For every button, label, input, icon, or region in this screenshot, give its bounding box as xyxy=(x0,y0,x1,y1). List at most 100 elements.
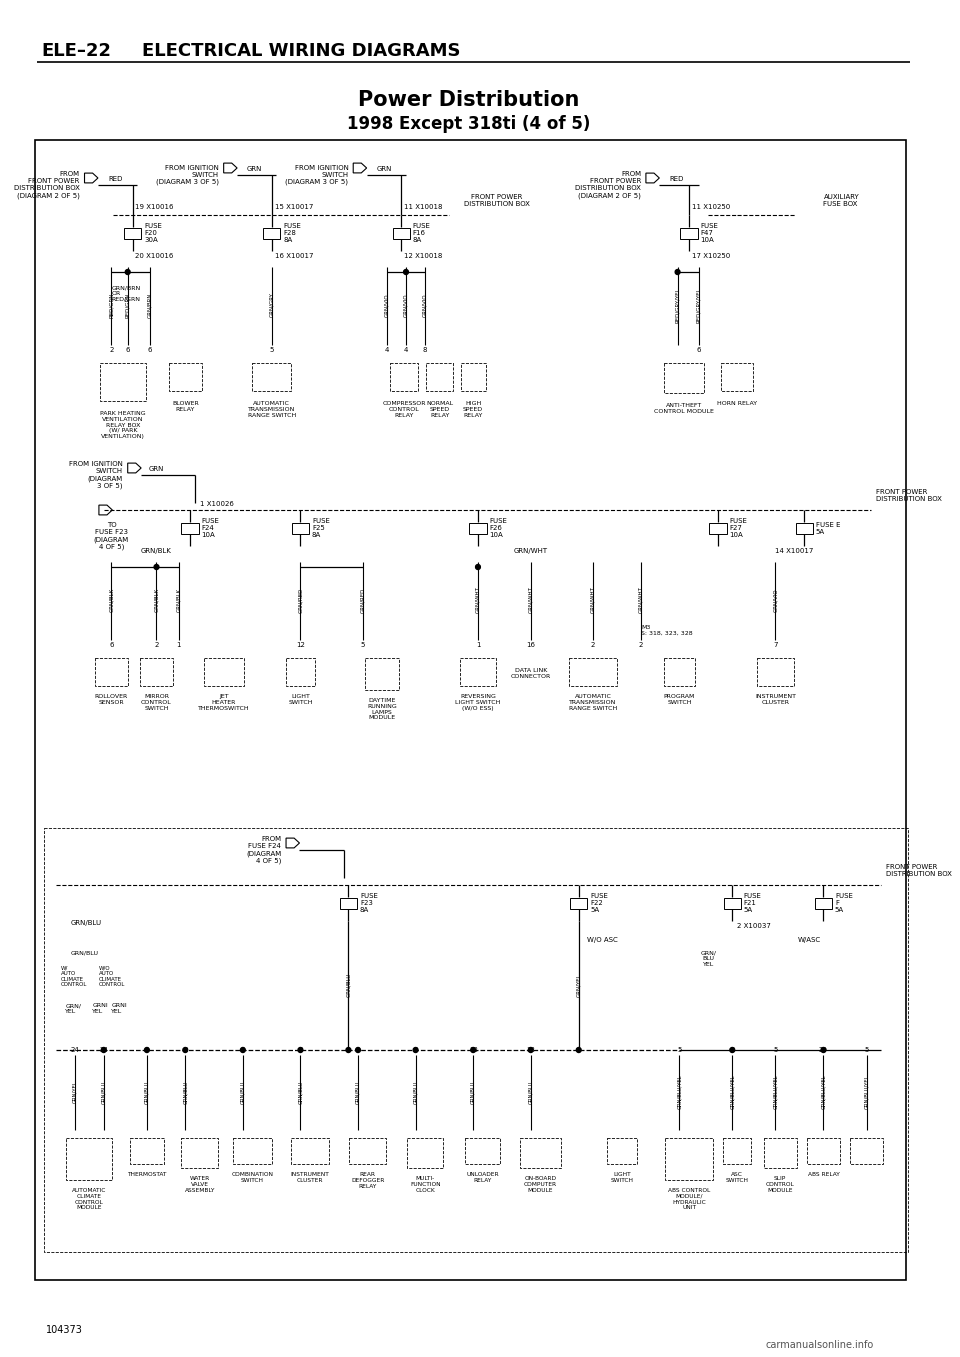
Text: JET
HEATER
THERMOSWITCH: JET HEATER THERMOSWITCH xyxy=(198,693,250,711)
Text: COMPRESSOR
CONTROL
RELAY: COMPRESSOR CONTROL RELAY xyxy=(382,402,426,418)
Text: GRN/BRN
OR
RED/GRN: GRN/BRN OR RED/GRN xyxy=(111,285,141,301)
Text: M3
S: 318, 323, 328: M3 S: 318, 323, 328 xyxy=(641,624,693,635)
Text: PROGRAM
SWITCH: PROGRAM SWITCH xyxy=(663,693,695,704)
Text: FUSE
F22
5A: FUSE F22 5A xyxy=(590,893,608,913)
Bar xyxy=(252,364,291,391)
Text: COMBINATION
SWITCH: COMBINATION SWITCH xyxy=(231,1172,274,1183)
Bar xyxy=(851,1139,883,1164)
Circle shape xyxy=(145,1048,150,1053)
Text: GRN/GRY: GRN/GRY xyxy=(269,293,275,318)
Bar xyxy=(665,1139,713,1181)
Text: AUTOMATIC
CLIMATE
CONTROL
MODULE: AUTOMATIC CLIMATE CONTROL MODULE xyxy=(72,1187,107,1210)
Text: SLIP
CONTROL
MODULE: SLIP CONTROL MODULE xyxy=(766,1177,795,1193)
Text: GRN/VIO: GRN/VIO xyxy=(422,293,428,316)
Text: FROM
FUSE F24
(DIAGRAM
4 OF 5): FROM FUSE F24 (DIAGRAM 4 OF 5) xyxy=(246,836,281,864)
Bar xyxy=(461,364,486,391)
Text: FUSE
F25
8A: FUSE F25 8A xyxy=(312,518,330,537)
Text: NORMAL
SPEED
RELAY: NORMAL SPEED RELAY xyxy=(426,402,453,418)
Text: ABS CONTROL
MODULE/
HYDRAULIC
UNIT: ABS CONTROL MODULE/ HYDRAULIC UNIT xyxy=(668,1187,710,1210)
Bar xyxy=(181,1139,218,1168)
Text: GRN/BLU: GRN/BLU xyxy=(528,1080,533,1103)
Circle shape xyxy=(183,1048,188,1053)
Bar xyxy=(721,364,754,391)
Bar xyxy=(204,658,244,687)
Circle shape xyxy=(470,1048,475,1053)
Bar xyxy=(570,897,588,908)
Bar xyxy=(393,228,410,239)
Bar xyxy=(466,1139,500,1164)
Text: ELE–22: ELE–22 xyxy=(41,42,111,60)
Text: ABS RELAY: ABS RELAY xyxy=(807,1172,839,1177)
Text: FUSE E
5A: FUSE E 5A xyxy=(816,521,840,535)
Circle shape xyxy=(155,565,159,570)
Bar xyxy=(664,658,695,687)
Bar xyxy=(807,1139,840,1164)
Circle shape xyxy=(355,1048,360,1053)
Text: FROM IGNITION
SWITCH
(DIAGRAM 3 OF 5): FROM IGNITION SWITCH (DIAGRAM 3 OF 5) xyxy=(285,164,348,186)
Bar xyxy=(100,364,146,402)
Text: GRN: GRN xyxy=(149,465,164,472)
Text: GRN/
BLU
YEL: GRN/ BLU YEL xyxy=(700,950,716,966)
Circle shape xyxy=(240,1048,245,1053)
Text: GRN/BLU: GRN/BLU xyxy=(70,950,98,955)
Text: 19 X10016: 19 X10016 xyxy=(135,204,174,210)
Circle shape xyxy=(126,270,131,274)
Text: W/ASC: W/ASC xyxy=(798,936,821,943)
Text: GRN/YEL: GRN/YEL xyxy=(576,973,581,997)
Bar xyxy=(607,1139,637,1164)
Text: FUSE
F47
10A: FUSE F47 10A xyxy=(701,223,718,243)
Text: PARK HEATING
VENTILATION
RELAY BOX
(W/ PARK
VENTILATION): PARK HEATING VENTILATION RELAY BOX (W/ P… xyxy=(100,411,146,440)
Bar xyxy=(95,658,128,687)
Text: FROM
FRONT POWER
DISTRIBUTION BOX
(DIAGRAM 2 OF 5): FROM FRONT POWER DISTRIBUTION BOX (DIAGR… xyxy=(575,171,641,198)
Bar xyxy=(340,897,357,908)
Text: FUSE
F20
30A: FUSE F20 30A xyxy=(144,223,162,243)
Text: GRN/VIO: GRN/VIO xyxy=(384,293,390,316)
Text: GRN/BLU: GRN/BLU xyxy=(182,1080,188,1103)
Text: GRN/BLU: GRN/BLU xyxy=(70,920,101,925)
Bar xyxy=(757,658,794,687)
Text: DATA LINK
CONNECTOR: DATA LINK CONNECTOR xyxy=(511,668,551,678)
Text: 1998 Except 318ti (4 of 5): 1998 Except 318ti (4 of 5) xyxy=(347,115,590,133)
Text: 12: 12 xyxy=(468,1048,478,1053)
Bar xyxy=(796,522,813,533)
Text: LIGHT
SWITCH: LIGHT SWITCH xyxy=(611,1172,634,1183)
Text: RED: RED xyxy=(108,176,123,182)
Text: GRN/BLU: GRN/BLU xyxy=(101,1080,107,1103)
Text: RED/GRY/YEL: RED/GRY/YEL xyxy=(675,288,680,323)
Text: GRN/VIO: GRN/VIO xyxy=(403,293,409,316)
Text: 16 X10017: 16 X10017 xyxy=(275,252,313,259)
Text: 17 X10250: 17 X10250 xyxy=(692,252,731,259)
Bar xyxy=(169,364,202,391)
Text: GRN/BLU: GRN/BLU xyxy=(470,1080,475,1103)
Circle shape xyxy=(475,565,480,570)
Bar xyxy=(407,1139,444,1168)
Bar xyxy=(681,228,698,239)
Text: 11 X10018: 11 X10018 xyxy=(404,204,443,210)
Text: WATER
VALVE
ASSEMBLY: WATER VALVE ASSEMBLY xyxy=(184,1177,215,1193)
Text: FUSE
F24
10A: FUSE F24 10A xyxy=(202,518,220,537)
Text: GRN/WHT: GRN/WHT xyxy=(514,548,548,554)
Text: ANTI-THEFT
CONTROL MODULE: ANTI-THEFT CONTROL MODULE xyxy=(655,403,714,414)
Bar xyxy=(724,897,741,908)
Text: 5: 5 xyxy=(864,1048,869,1053)
Bar xyxy=(390,364,419,391)
Text: BLOWER
RELAY: BLOWER RELAY xyxy=(172,402,199,411)
Text: FUSE
F16
8A: FUSE F16 8A xyxy=(413,223,431,243)
Circle shape xyxy=(730,1048,734,1053)
Text: GRNI
YEL: GRNI YEL xyxy=(92,1003,108,1014)
Text: REVERSING
LIGHT SWITCH
(W/O ESS): REVERSING LIGHT SWITCH (W/O ESS) xyxy=(455,693,501,711)
Bar xyxy=(460,658,496,687)
Text: 14 X10017: 14 X10017 xyxy=(776,548,814,554)
Text: 1 X10026: 1 X10026 xyxy=(200,501,233,508)
Text: 24: 24 xyxy=(99,1048,108,1053)
Circle shape xyxy=(298,1048,302,1053)
Bar xyxy=(124,228,141,239)
Bar xyxy=(286,658,315,687)
Bar xyxy=(292,522,309,533)
Bar xyxy=(263,228,280,239)
Text: GRN/BLU: GRN/BLU xyxy=(355,1080,361,1103)
Text: 104373: 104373 xyxy=(46,1324,83,1335)
Text: HORN RELAY: HORN RELAY xyxy=(717,402,757,406)
Text: 6: 6 xyxy=(109,642,113,649)
Text: GRN/RED: GRN/RED xyxy=(298,588,303,613)
